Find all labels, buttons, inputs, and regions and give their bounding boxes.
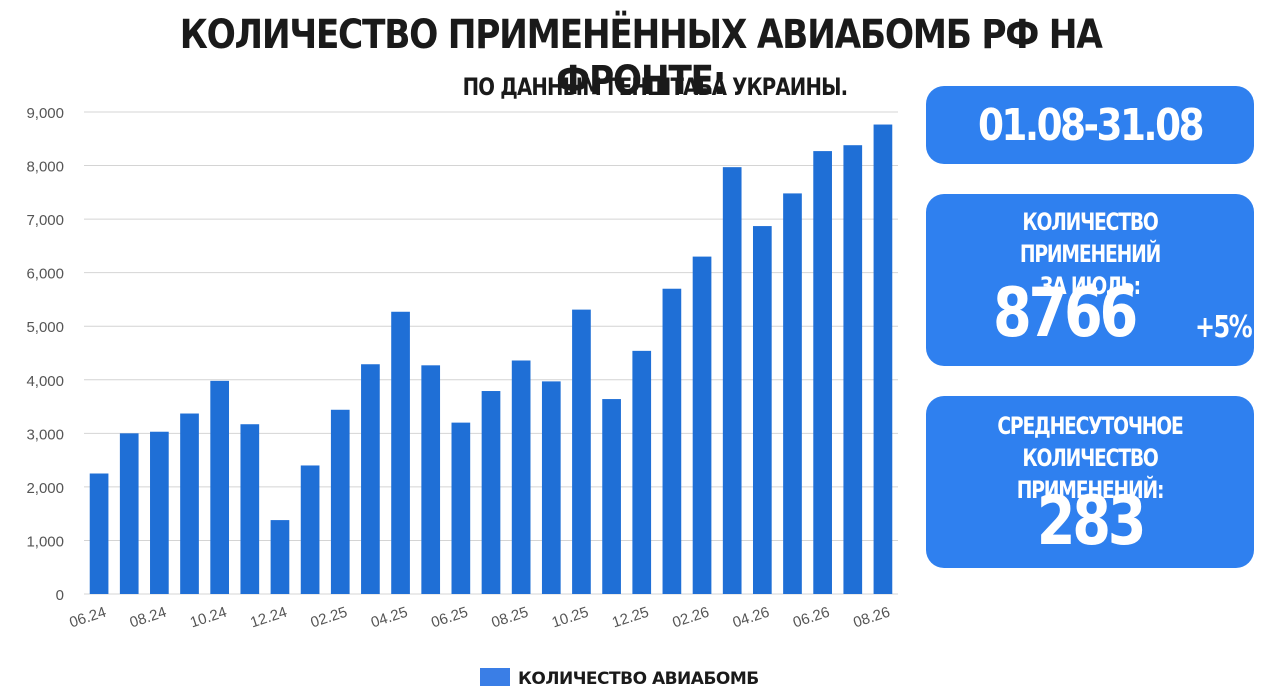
chart-subtitle: ПО ДАННЫМ ГЕНШТАБА УКРАИНЫ.: [462, 73, 848, 101]
bar: [89, 473, 109, 594]
bar: [210, 380, 230, 594]
monthly-count-value: 8766: [992, 274, 1138, 353]
daily-average-label-line1: СРЕДНЕСУТОЧНОЕ: [997, 412, 1184, 440]
y-tick-label: 3,000: [26, 426, 64, 443]
x-tick-label: 08.24: [128, 604, 169, 632]
bar: [150, 431, 169, 594]
x-tick-label: 10.25: [550, 604, 591, 632]
bar: [783, 193, 802, 594]
chart-title: КОЛИЧЕСТВО ПРИМЕНЁННЫХ АВИАБОМБ РФ НА ФР…: [179, 12, 1103, 104]
bar: [572, 309, 591, 594]
bar: [813, 151, 832, 594]
bar: [119, 433, 139, 594]
bar: [421, 365, 441, 594]
bar: [180, 413, 199, 594]
y-tick-label: 2,000: [26, 480, 64, 497]
bar: [873, 124, 893, 595]
bar-chart: 0 1,000 2,000 3,000 4,000 5,000 6,000 7,000 8,00…: [26, 105, 898, 689]
bar: [692, 256, 712, 594]
y-tick-label: 9,000: [26, 105, 64, 122]
y-tick-label: 7,000: [26, 212, 64, 229]
bar: [361, 364, 380, 594]
monthly-count-card: КОЛИЧЕСТВО ПРИМЕНЕНИЙ ЗА ИЮЛЬ: 8766 +5%: [926, 194, 1254, 366]
bar: [300, 465, 320, 594]
x-tick-label: 06.24: [67, 604, 108, 632]
period-card: 01.08-31.08: [926, 86, 1254, 164]
daily-average-value: 283: [1036, 482, 1147, 561]
y-tick-label: 4,000: [26, 373, 64, 390]
y-tick-label: 5,000: [26, 319, 64, 336]
x-tick-label: 06.25: [429, 604, 470, 632]
daily-average-label: СРЕДНЕСУТОЧНОЕ КОЛИЧЕСТВО ПРИМЕНЕНИЙ:: [962, 410, 1218, 506]
bar: [391, 311, 410, 594]
bar: [843, 145, 863, 594]
bar: [662, 288, 682, 594]
x-tick-label: 02.26: [670, 604, 711, 632]
x-tick-label: 12.25: [610, 604, 651, 632]
monthly-change-badge: +5%: [1195, 310, 1253, 345]
x-tick-label: 04.25: [369, 604, 410, 632]
bar: [240, 424, 260, 594]
bar: [722, 167, 742, 594]
monthly-count-label-line1: КОЛИЧЕСТВО ПРИМЕНЕНИЙ: [1019, 208, 1161, 268]
bar: [481, 391, 501, 594]
y-tick-label: 1,000: [26, 533, 64, 550]
x-tick-label: 06.26: [791, 604, 832, 632]
daily-average-card: СРЕДНЕСУТОЧНОЕ КОЛИЧЕСТВО ПРИМЕНЕНИЙ: 28…: [926, 396, 1254, 568]
bar: [451, 422, 471, 594]
bar: [511, 360, 531, 594]
y-tick-label: 8,000: [26, 159, 64, 176]
bar: [602, 399, 621, 594]
legend-swatch: [480, 668, 510, 686]
legend-label: КОЛИЧЕСТВО АВИАБОМБ: [518, 669, 759, 689]
x-tick-label: 04.26: [731, 604, 772, 632]
bar: [541, 381, 561, 594]
bar: [270, 520, 290, 594]
x-tick-label: 02.25: [309, 604, 350, 632]
x-tick-label: 12.24: [248, 604, 289, 632]
period-range: 01.08-31.08: [977, 100, 1205, 151]
monthly-count-label-line2: ЗА ИЮЛЬ:: [1040, 272, 1141, 300]
monthly-count-label: КОЛИЧЕСТВО ПРИМЕНЕНИЙ ЗА ИЮЛЬ:: [962, 206, 1218, 302]
x-tick-label: 08.26: [851, 604, 892, 632]
x-tick-label: 08.25: [489, 604, 530, 632]
x-tick-label: 10.24: [188, 604, 229, 632]
bar: [330, 409, 350, 594]
daily-average-label-line2: КОЛИЧЕСТВО ПРИМЕНЕНИЙ:: [1016, 444, 1165, 504]
y-tick-label: 0: [56, 587, 64, 604]
y-tick-label: 6,000: [26, 266, 64, 283]
bar: [632, 350, 652, 594]
bar: [752, 226, 772, 594]
